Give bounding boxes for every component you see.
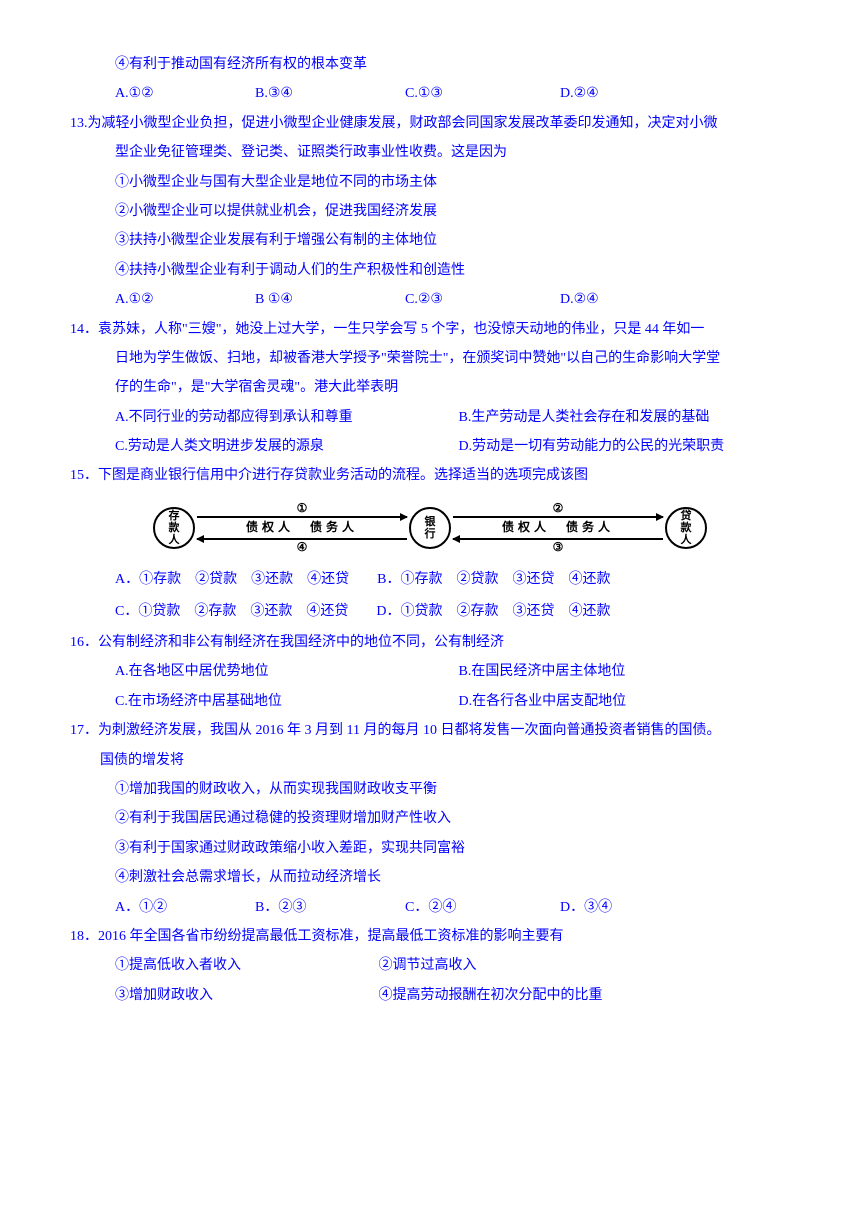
- q17-opt-a: A．①②: [115, 893, 255, 922]
- q18-item3: ③增加财政收入: [115, 981, 375, 1010]
- right-mid-label: 债权人 债务人: [502, 520, 614, 536]
- q17-opt-c: C．②④: [405, 893, 560, 922]
- q17-item3: ③有利于国家通过财政政策缩小收入差距，实现共同富裕: [70, 834, 790, 863]
- left-mid-label: 债权人 债务人: [246, 520, 358, 536]
- left-arrows: ① 债权人 债务人 ④: [197, 501, 407, 556]
- num2-label: ②: [453, 501, 663, 517]
- q13-item4: ④扶持小微型企业有利于调动人们的生产积极性和创造性: [70, 256, 790, 285]
- q16-row2: C.在市场经济中居基础地位 D.在各行各业中居支配地位: [70, 687, 790, 716]
- q12-opt-a: A.①②: [115, 79, 255, 108]
- bank-circle: 银行: [409, 507, 451, 549]
- q16-opt-c: C.在市场经济中居基础地位: [115, 687, 455, 716]
- q12-item4: ④有利于推动国有经济所有权的根本变革: [70, 50, 790, 79]
- q14-stem2: 日地为学生做饭、扫地，却被香港大学授予"荣誉院士"，在颁奖词中赞她"以自己的生命…: [70, 344, 790, 373]
- q16-opt-a: A.在各地区中居优势地位: [115, 657, 455, 686]
- q17-item4: ④刺激社会总需求增长，从而拉动经济增长: [70, 863, 790, 892]
- q18-row2: ③增加财政收入 ④提高劳动报酬在初次分配中的比重: [70, 981, 790, 1010]
- num3-label: ③: [453, 540, 663, 556]
- q13-stem1: 13.为减轻小微型企业负担，促进小微型企业健康发展，财政部会同国家发展改革委印发…: [70, 109, 790, 138]
- q13-opt-a: A.①②: [115, 285, 255, 314]
- q17-item2: ②有利于我国居民通过稳健的投资理财增加财产性收入: [70, 804, 790, 833]
- q18-row1: ①提高低收入者收入 ②调节过高收入: [70, 951, 790, 980]
- q12-opt-c: C.①③: [405, 79, 560, 108]
- q18-stem: 18．2016 年全国各省市纷纷提高最低工资标准，提高最低工资标准的影响主要有: [70, 922, 790, 951]
- q14-opt-d: D.劳动是一切有劳动能力的公民的光荣职责: [459, 432, 725, 461]
- q16-opt-d: D.在各行各业中居支配地位: [459, 687, 627, 716]
- q17-item1: ①增加我国的财政收入，从而实现我国财政收支平衡: [70, 775, 790, 804]
- q14-stem1: 14．袁苏妹，人称"三嫂"，她没上过大学，一生只学会写 5 个字，也没惊天动地的…: [70, 315, 790, 344]
- num4-label: ④: [197, 540, 407, 556]
- q14-opt-c: C.劳动是人类文明进步发展的源泉: [115, 432, 455, 461]
- depositor-circle: 存款人: [153, 507, 195, 549]
- q13-item2: ②小微型企业可以提供就业机会，促进我国经济发展: [70, 197, 790, 226]
- right-arrows: ② 债权人 债务人 ③: [453, 501, 663, 556]
- q13-item3: ③扶持小微型企业发展有利于增强公有制的主体地位: [70, 226, 790, 255]
- num1-label: ①: [197, 501, 407, 517]
- q14-opt-b: B.生产劳动是人类社会存在和发展的基础: [459, 403, 710, 432]
- q13-opt-d: D.②④: [560, 285, 710, 314]
- q13-stem2: 型企业免征管理类、登记类、证照类行政事业性收费。这是因为: [70, 138, 790, 167]
- q17-stem2: 国债的增发将: [70, 746, 790, 775]
- q18-item4: ④提高劳动报酬在初次分配中的比重: [379, 988, 603, 1003]
- q13-opt-b: B ①④: [255, 285, 405, 314]
- q16-stem: 16．公有制经济和非公有制经济在我国经济中的地位不同，公有制经济: [70, 628, 790, 657]
- q15-row-cd: C．①贷款 ②存款 ③还款 ④还贷 D．①贷款 ②存款 ③还贷 ④还款: [70, 596, 790, 628]
- q13-item1: ①小微型企业与国有大型企业是地位不同的市场主体: [70, 168, 790, 197]
- q12-opt-b: B.③④: [255, 79, 405, 108]
- q17-opt-d: D．③④: [560, 893, 710, 922]
- q12-opt-d: D.②④: [560, 79, 710, 108]
- q13-options: A.①② B ①④ C.②③ D.②④: [70, 285, 790, 314]
- q17-stem1: 17．为刺激经济发展，我国从 2016 年 3 月到 11 月的每月 10 日都…: [70, 716, 790, 745]
- q16-opt-b: B.在国民经济中居主体地位: [459, 657, 626, 686]
- q14-row1: A.不同行业的劳动都应得到承认和尊重 B.生产劳动是人类社会存在和发展的基础: [70, 403, 790, 432]
- borrower-circle: 贷款人: [665, 507, 707, 549]
- q15-diagram: 存款人 ① 债权人 债务人 ④ 银行 ② 债权人 债务人 ③ 贷款人: [70, 501, 790, 556]
- q13-opt-c: C.②③: [405, 285, 560, 314]
- q17-options: A．①② B．②③ C．②④ D．③④: [70, 893, 790, 922]
- q12-options: A.①② B.③④ C.①③ D.②④: [70, 79, 790, 108]
- q16-row1: A.在各地区中居优势地位 B.在国民经济中居主体地位: [70, 657, 790, 686]
- q14-row2: C.劳动是人类文明进步发展的源泉 D.劳动是一切有劳动能力的公民的光荣职责: [70, 432, 790, 461]
- q15-stem: 15．下图是商业银行信用中介进行存贷款业务活动的流程。选择适当的选项完成该图: [70, 461, 790, 490]
- q14-opt-a: A.不同行业的劳动都应得到承认和尊重: [115, 403, 455, 432]
- q18-item1: ①提高低收入者收入: [115, 951, 375, 980]
- q15-row-ab: A．①存款 ②贷款 ③还款 ④还贷 B．①存款 ②贷款 ③还贷 ④还款: [70, 564, 790, 596]
- q18-item2: ②调节过高收入: [379, 958, 477, 973]
- q17-opt-b: B．②③: [255, 893, 405, 922]
- q14-stem3: 仔的生命"，是"大学宿舍灵魂"。港大此举表明: [70, 373, 790, 402]
